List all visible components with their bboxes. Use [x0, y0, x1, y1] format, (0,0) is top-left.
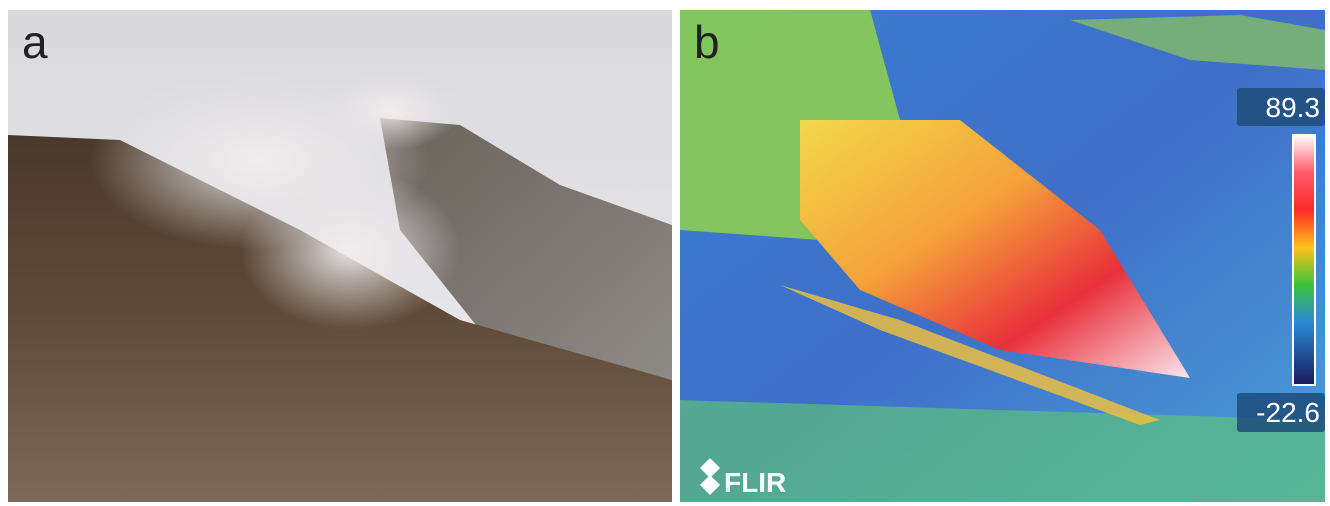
steam — [240, 170, 460, 330]
scale-max: 89.3 — [1266, 92, 1321, 123]
logo: FLIR — [724, 467, 786, 498]
steam — [320, 70, 460, 150]
panel-a: a — [8, 10, 672, 502]
scale-min: -22.6 — [1256, 397, 1320, 428]
figure: a 89.3 -22.6 FLIR b — [0, 0, 1330, 506]
page: a 89.3 -22.6 FLIR b (() => { const data … — [0, 0, 1330, 506]
panel-b: 89.3 -22.6 FLIR b — [680, 10, 1325, 502]
panel-label: a — [22, 16, 48, 68]
panel-label: b — [694, 16, 720, 68]
color-bar — [1293, 135, 1315, 385]
